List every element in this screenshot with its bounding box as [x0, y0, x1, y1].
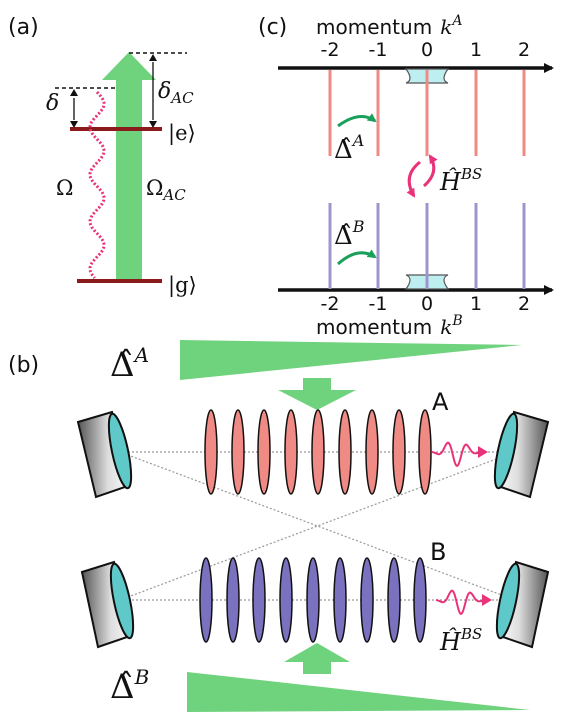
top-tick-label: -1: [369, 39, 388, 61]
h-bs-beam-symbol: Ĥ: [439, 627, 462, 656]
delta-b-beam-head: [284, 643, 350, 662]
delta-b-beam-label: Δ̂B: [110, 665, 149, 707]
top-axis-title: momentum kA: [316, 13, 462, 39]
h-bs-sup: BS: [460, 165, 482, 183]
bottom-tick-label: -2: [321, 293, 340, 315]
bottom-tick-label: -1: [369, 293, 388, 315]
atom-disk-b: [413, 557, 427, 643]
atom-disk-a: [231, 409, 245, 495]
delta-a-operator: Δ̂A: [334, 131, 364, 165]
h-bs-symbol: Ĥ: [439, 167, 462, 196]
delta-a-beam-wedge: [180, 340, 522, 380]
delta-a-hop-arrow: [337, 113, 377, 128]
top-tick-label: 1: [470, 39, 482, 61]
top-tick-label: -2: [321, 39, 340, 61]
omega-label: Ω: [56, 176, 73, 200]
ground-state-label: |g⟩: [168, 273, 197, 298]
photon-wavepacket-a: [431, 441, 481, 467]
h-bs-beam-sup: BS: [460, 625, 482, 643]
atom-disk-a: [204, 409, 218, 495]
bottom-axis-title: momentum kB: [316, 313, 463, 339]
photon-wavepacket-a-head: [478, 446, 488, 458]
photon-wavepacket-b: [435, 589, 485, 615]
delta-b-beam-symbol: Δ̂: [110, 667, 135, 707]
mirror-bottom-left: [80, 560, 135, 649]
delta-a-beam-head: [278, 390, 356, 410]
delta-a-beam-label: Δ̂A: [110, 343, 149, 385]
ac-beam-head: [102, 52, 156, 80]
top-axis-var: k: [440, 15, 452, 39]
h-bs-operator: ĤBS: [439, 165, 482, 196]
panel-b: A B Δ̂A Δ̂B ĤBS: [76, 340, 550, 712]
atom-disk-b: [279, 557, 293, 643]
omega-ac-symbol: Ω: [146, 176, 163, 200]
cloud-a-label: A: [432, 388, 449, 416]
probe-wave: [88, 90, 106, 279]
delta-ac-symbol: δ: [158, 79, 171, 104]
photon-wavepacket-b-head: [482, 594, 492, 606]
top-axis-sup: A: [450, 13, 462, 29]
bottom-tick-label: 2: [518, 293, 530, 315]
bottom-axis-sup: B: [451, 313, 462, 329]
delta-a-beam-sup: A: [133, 343, 149, 367]
bottom-axis-var: k: [440, 315, 452, 339]
atom-disk-b: [360, 557, 374, 643]
atom-disk-b: [333, 557, 347, 643]
atom-disk-a: [257, 409, 271, 495]
delta-ac-label: δAC: [158, 79, 194, 107]
delta-a-beam-stem: [303, 378, 331, 390]
mirror-top-left: [76, 410, 133, 499]
delta-b-hop-arrow: [336, 249, 377, 266]
delta-b-beam-stem: [303, 660, 331, 674]
delta-b-operator: Δ̂B: [334, 217, 365, 251]
h-bs-up-arrow: [422, 154, 438, 188]
atom-disk-b: [306, 557, 320, 643]
delta-ac-subscript: AC: [169, 89, 194, 107]
ac-beam-shaft: [116, 80, 142, 280]
atom-disk-b: [226, 557, 240, 643]
top-axis-label: momentum: [316, 15, 432, 39]
h-bs-down-arrow: [406, 160, 421, 198]
excited-state-label: |e⟩: [168, 121, 196, 146]
panel-a: δ δAC |e⟩ |g⟩ Ω ΩAC: [46, 52, 197, 298]
mirror-top-right: [493, 410, 550, 499]
delta-a-beam-symbol: Δ̂: [110, 345, 135, 385]
cloud-b-label: B: [430, 538, 446, 566]
panel-b-label: (b): [8, 353, 39, 378]
h-bs-beam-label: ĤBS: [439, 625, 482, 656]
top-tick-label: 0: [421, 39, 433, 61]
omega-ac-label: ΩAC: [146, 176, 186, 204]
delta-b-sup: B: [352, 217, 365, 236]
bottom-tick-label: 0: [421, 293, 433, 315]
delta-a-symbol: Δ̂: [334, 135, 353, 165]
bottom-axis-label: momentum: [316, 315, 432, 339]
omega-ac-subscript: AC: [161, 186, 186, 204]
bottom-tick-label: 1: [470, 293, 482, 315]
top-tick-label: 2: [518, 39, 530, 61]
atom-disk-a: [418, 409, 432, 495]
delta-label: δ: [46, 91, 59, 116]
delta-b-beam-wedge: [187, 672, 530, 712]
delta-a-sup: A: [351, 131, 365, 150]
mirror-bottom-right: [495, 560, 550, 649]
delta-b-symbol: Δ̂: [334, 221, 353, 251]
atom-disk-b: [387, 557, 401, 643]
panel-c: momentum kA momentum kB -2 -1 0 1 2 -2 -1 0 1 2 Δ̂…: [278, 13, 554, 339]
atom-disk-a: [284, 409, 298, 495]
atom-disk-a: [311, 409, 325, 495]
atom-disk-b: [199, 557, 213, 643]
delta-b-beam-sup: B: [134, 665, 150, 689]
panel-a-label: (a): [8, 15, 39, 40]
atom-disk-a: [338, 409, 352, 495]
atom-disk-a: [392, 409, 406, 495]
panel-c-label: (c): [258, 15, 287, 40]
atom-disk-a: [365, 409, 379, 495]
atom-disk-b: [252, 557, 266, 643]
